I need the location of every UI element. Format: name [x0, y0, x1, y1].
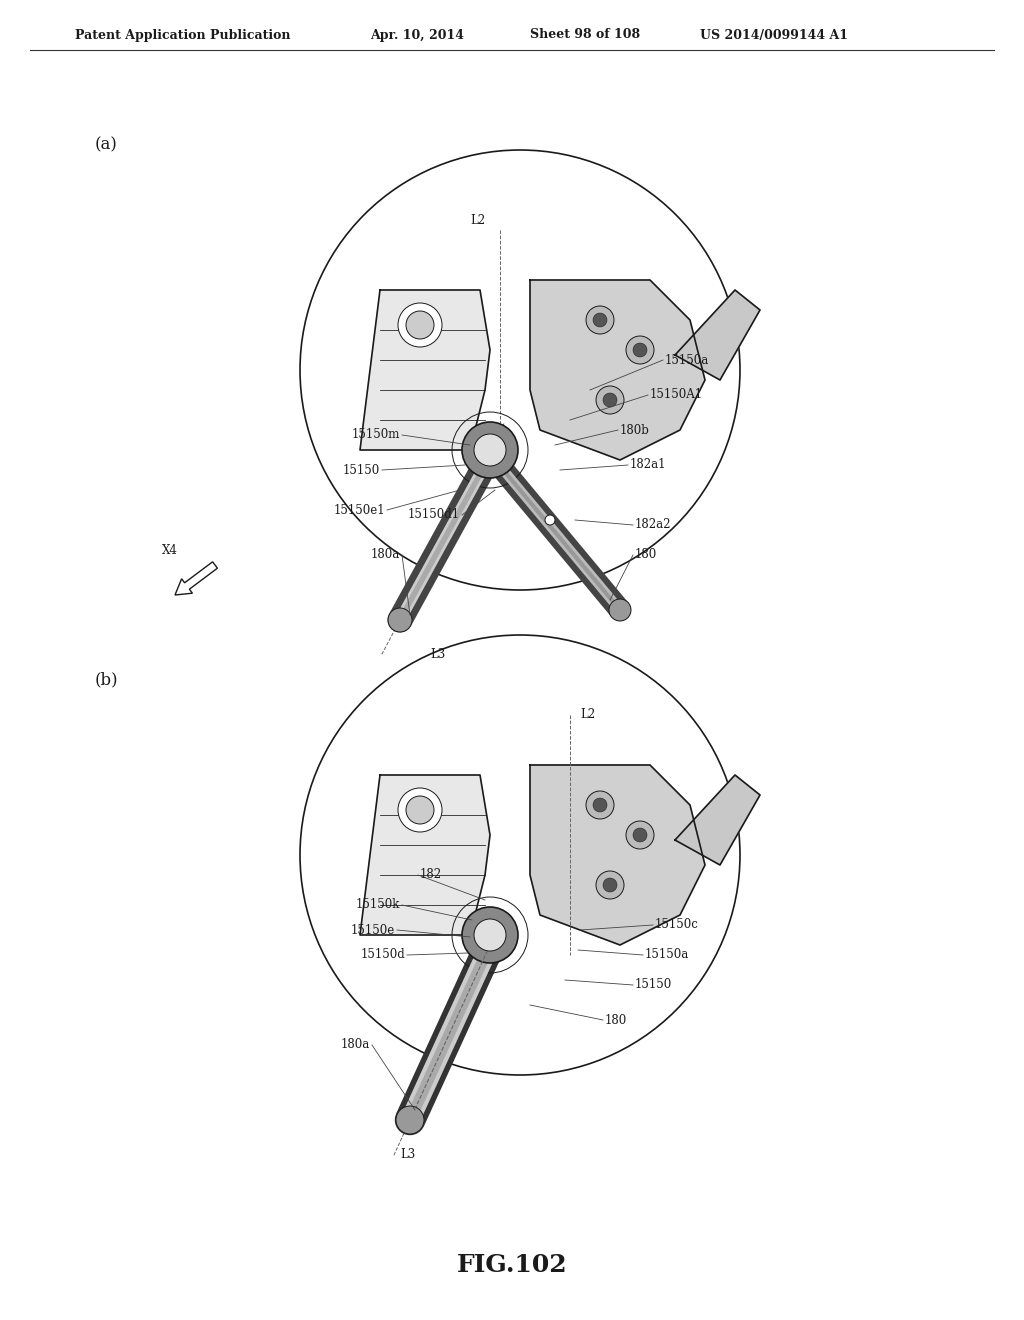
Text: 180a: 180a	[341, 1039, 370, 1052]
Circle shape	[396, 1106, 424, 1134]
Circle shape	[626, 337, 654, 364]
Text: 15150a: 15150a	[645, 949, 689, 961]
Text: 15150e: 15150e	[351, 924, 395, 936]
Text: 182a1: 182a1	[630, 458, 667, 471]
Circle shape	[593, 313, 607, 327]
Polygon shape	[360, 290, 490, 450]
Text: 15150: 15150	[343, 463, 380, 477]
Text: 15150: 15150	[635, 978, 672, 991]
Text: US 2014/0099144 A1: US 2014/0099144 A1	[700, 29, 848, 41]
Text: L3: L3	[430, 648, 445, 661]
Text: 15150c: 15150c	[655, 919, 698, 932]
Text: L2: L2	[470, 214, 485, 227]
Circle shape	[406, 312, 434, 339]
Text: (a): (a)	[95, 136, 118, 153]
Text: 15150m: 15150m	[351, 429, 400, 441]
Circle shape	[474, 434, 506, 466]
Text: Sheet 98 of 108: Sheet 98 of 108	[530, 29, 640, 41]
Circle shape	[462, 422, 518, 478]
Text: 15150d: 15150d	[360, 949, 406, 961]
Text: 182: 182	[420, 869, 442, 882]
Text: (b): (b)	[95, 672, 119, 689]
Polygon shape	[360, 775, 490, 935]
Circle shape	[609, 599, 631, 620]
FancyArrow shape	[175, 562, 217, 595]
Circle shape	[603, 878, 617, 892]
Text: 15150e1: 15150e1	[334, 503, 385, 516]
Text: L2: L2	[580, 709, 595, 722]
Circle shape	[406, 796, 434, 824]
Polygon shape	[530, 280, 705, 459]
Circle shape	[603, 393, 617, 407]
Circle shape	[596, 385, 624, 414]
Text: X4: X4	[162, 544, 178, 557]
Circle shape	[462, 907, 518, 964]
Circle shape	[633, 828, 647, 842]
Text: 182a2: 182a2	[635, 519, 672, 532]
Text: 15150A1: 15150A1	[650, 388, 703, 401]
Text: 15150d1: 15150d1	[408, 508, 460, 521]
Text: FIG.102: FIG.102	[457, 1253, 567, 1276]
Circle shape	[398, 788, 442, 832]
Text: 180: 180	[635, 549, 657, 561]
Text: 15150k: 15150k	[355, 899, 400, 912]
Circle shape	[398, 304, 442, 347]
Circle shape	[633, 343, 647, 356]
Circle shape	[474, 919, 506, 950]
Circle shape	[596, 871, 624, 899]
Circle shape	[545, 515, 555, 525]
Text: 15150a: 15150a	[665, 354, 710, 367]
Circle shape	[388, 609, 412, 632]
Circle shape	[593, 799, 607, 812]
Text: 180a: 180a	[371, 549, 400, 561]
Circle shape	[586, 791, 614, 818]
Polygon shape	[675, 775, 760, 865]
Circle shape	[626, 821, 654, 849]
Text: Patent Application Publication: Patent Application Publication	[75, 29, 291, 41]
Text: L3: L3	[400, 1148, 416, 1162]
Polygon shape	[675, 290, 760, 380]
Text: Apr. 10, 2014: Apr. 10, 2014	[370, 29, 464, 41]
Circle shape	[586, 306, 614, 334]
Text: 180: 180	[605, 1014, 628, 1027]
Text: 180b: 180b	[620, 424, 650, 437]
Polygon shape	[530, 766, 705, 945]
